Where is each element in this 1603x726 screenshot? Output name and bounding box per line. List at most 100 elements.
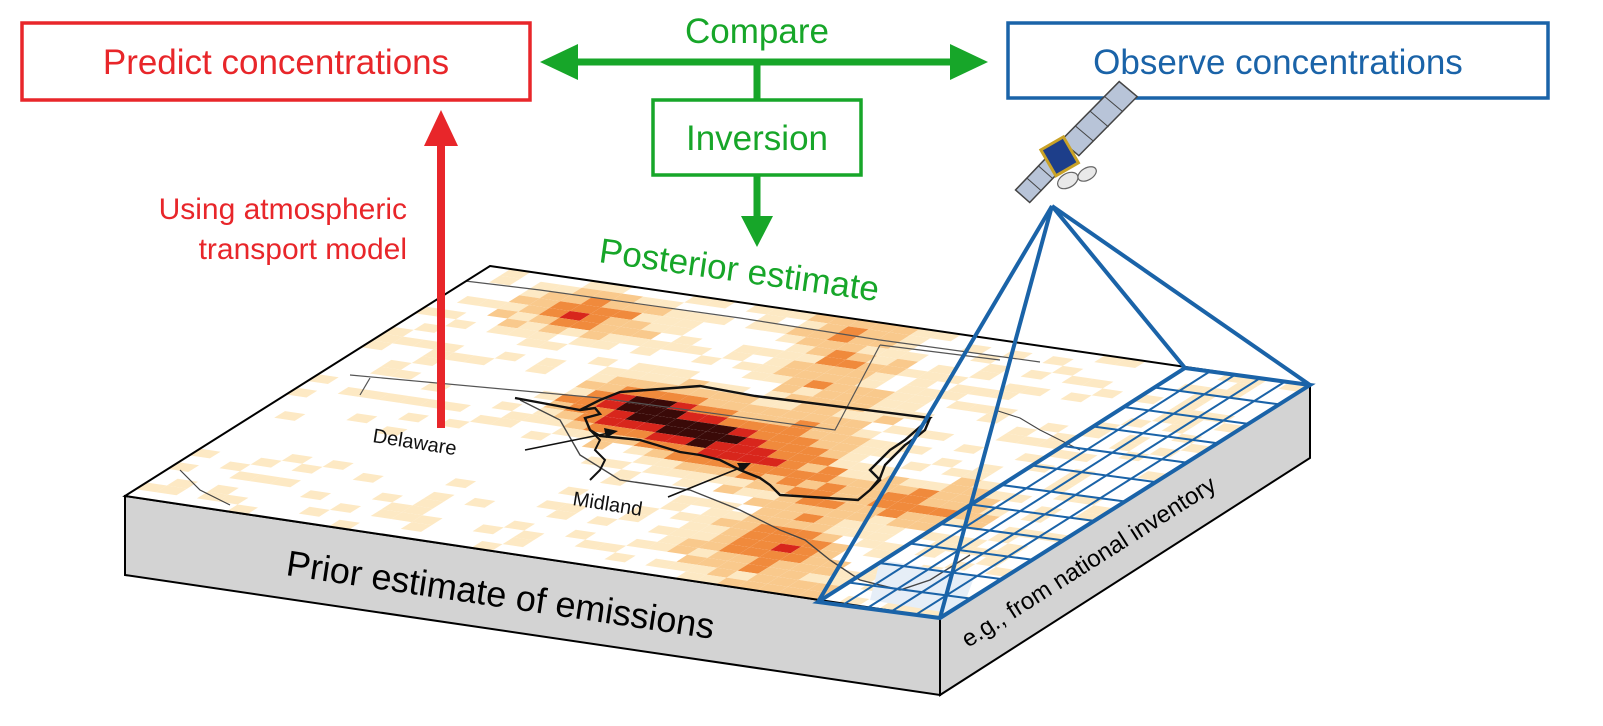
emission-cell <box>710 517 742 528</box>
emission-cell <box>423 491 455 502</box>
emission-cell <box>600 459 633 470</box>
emission-cell <box>810 549 843 560</box>
emission-cell <box>682 471 714 482</box>
emission-cell <box>477 299 509 309</box>
emission-cell <box>673 461 705 472</box>
emission-cell <box>721 510 753 521</box>
emission-cell <box>835 359 867 370</box>
emission-cell <box>967 387 999 398</box>
emission-cell <box>755 457 788 467</box>
emission-cell <box>733 487 765 498</box>
emission-cell <box>352 472 384 483</box>
emission-cell <box>874 525 906 536</box>
emission-cell <box>853 395 885 406</box>
emission-cell <box>647 525 679 536</box>
emission-cell <box>775 476 807 487</box>
emission-cell <box>219 461 251 472</box>
emission-cell <box>610 469 642 480</box>
emission-cell <box>664 435 696 445</box>
emission-cell <box>397 412 429 423</box>
emission-cell <box>628 362 660 373</box>
emission-cell <box>207 484 239 495</box>
emission-cell <box>156 485 188 496</box>
emission-cell <box>489 275 521 286</box>
emission-cell <box>738 547 771 558</box>
emission-cell <box>1001 493 1033 504</box>
emission-cell <box>696 557 728 568</box>
basin-inner-edge <box>589 429 607 481</box>
emission-cell <box>824 509 856 520</box>
state-boundary <box>879 344 1001 361</box>
emission-cell <box>593 416 625 427</box>
emission-cell <box>739 404 771 414</box>
emission-cell <box>860 438 892 449</box>
emission-cell <box>793 370 825 380</box>
emission-cell <box>632 455 664 466</box>
emission-cell <box>953 444 985 454</box>
emission-cell <box>530 281 562 292</box>
transport-label-line1: Using atmospheric <box>159 193 407 226</box>
emission-cell <box>589 323 621 334</box>
emission-cell <box>487 308 519 319</box>
emission-cell <box>873 398 906 409</box>
emission-cell <box>988 390 1020 401</box>
emission-cell <box>950 477 982 488</box>
emission-cell <box>411 356 443 366</box>
emission-cell <box>931 457 963 468</box>
emission-cell <box>594 399 626 410</box>
emission-cell <box>601 300 633 311</box>
grid-line <box>1062 445 1187 464</box>
emission-cell <box>658 375 690 386</box>
emission-cell <box>784 486 816 497</box>
emission-cell <box>732 344 764 355</box>
observe-concentrations-label: Observe concentrations <box>1093 43 1463 82</box>
emission-cell <box>369 366 402 377</box>
emission-cell <box>501 411 533 421</box>
emission-cell <box>748 557 780 567</box>
emission-cell <box>862 548 894 559</box>
compare-arrowhead-left <box>540 44 578 80</box>
emission-cell <box>718 401 750 411</box>
emission-cell <box>728 554 760 564</box>
emission-cell <box>923 431 955 441</box>
emission-cell <box>229 471 261 482</box>
emission-cell <box>570 304 602 314</box>
emission-cell <box>346 413 378 424</box>
emission-cell <box>778 426 810 437</box>
emission-cell <box>819 432 851 443</box>
emission-cell <box>836 342 868 353</box>
emission-cell <box>898 335 931 346</box>
emission-cell <box>837 326 869 337</box>
emission-cell <box>762 357 795 368</box>
emission-cell <box>778 570 810 580</box>
grid-line <box>1001 484 1126 503</box>
emission-cell <box>675 428 707 439</box>
emission-cell <box>708 534 741 545</box>
emission-cell <box>698 541 730 552</box>
emission-cell <box>685 438 717 449</box>
emission-cell <box>854 379 886 389</box>
emission-cell <box>689 514 721 525</box>
emission-cell <box>850 429 883 439</box>
emission-cell <box>464 497 496 508</box>
emission-cell <box>624 412 657 423</box>
emission-cell <box>865 515 897 526</box>
emission-cell <box>640 339 672 350</box>
emission-cell <box>937 374 969 385</box>
emission-cell <box>666 545 699 555</box>
emission-cell <box>586 373 618 384</box>
emission-cell <box>646 541 678 552</box>
emission-cell <box>496 318 528 329</box>
emission-cell <box>784 343 816 354</box>
emission-cell <box>878 332 910 343</box>
emission-cell <box>669 368 701 379</box>
emission-cell <box>1061 375 1093 386</box>
emission-cell <box>786 470 818 480</box>
emission-cell <box>816 482 848 493</box>
emission-cell <box>747 573 779 584</box>
emission-cell <box>817 466 849 476</box>
emission-cell <box>823 526 855 536</box>
emission-cell <box>818 449 850 460</box>
emission-cell <box>772 510 804 520</box>
emission-cell <box>800 556 832 567</box>
